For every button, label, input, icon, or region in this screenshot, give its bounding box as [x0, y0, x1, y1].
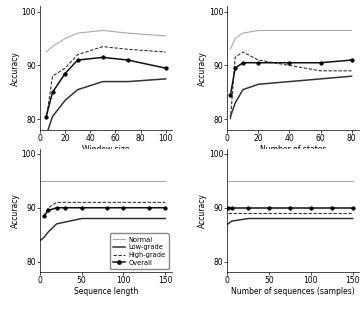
Y-axis label: Accuracy: Accuracy	[11, 51, 20, 85]
X-axis label: Number of sequences (samples): Number of sequences (samples)	[232, 287, 355, 296]
Title: (b): (b)	[287, 175, 299, 184]
Title: (a): (a)	[100, 175, 112, 184]
Y-axis label: Accuracy: Accuracy	[11, 193, 20, 228]
X-axis label: Number of states: Number of states	[260, 145, 327, 154]
Legend: Normal, Low-grade, High-grade, Overall: Normal, Low-grade, High-grade, Overall	[110, 233, 168, 269]
X-axis label: Sequence length: Sequence length	[74, 287, 138, 296]
X-axis label: Window size: Window size	[82, 145, 130, 154]
Y-axis label: Accuracy: Accuracy	[198, 193, 207, 228]
Y-axis label: Accuracy: Accuracy	[198, 51, 207, 85]
